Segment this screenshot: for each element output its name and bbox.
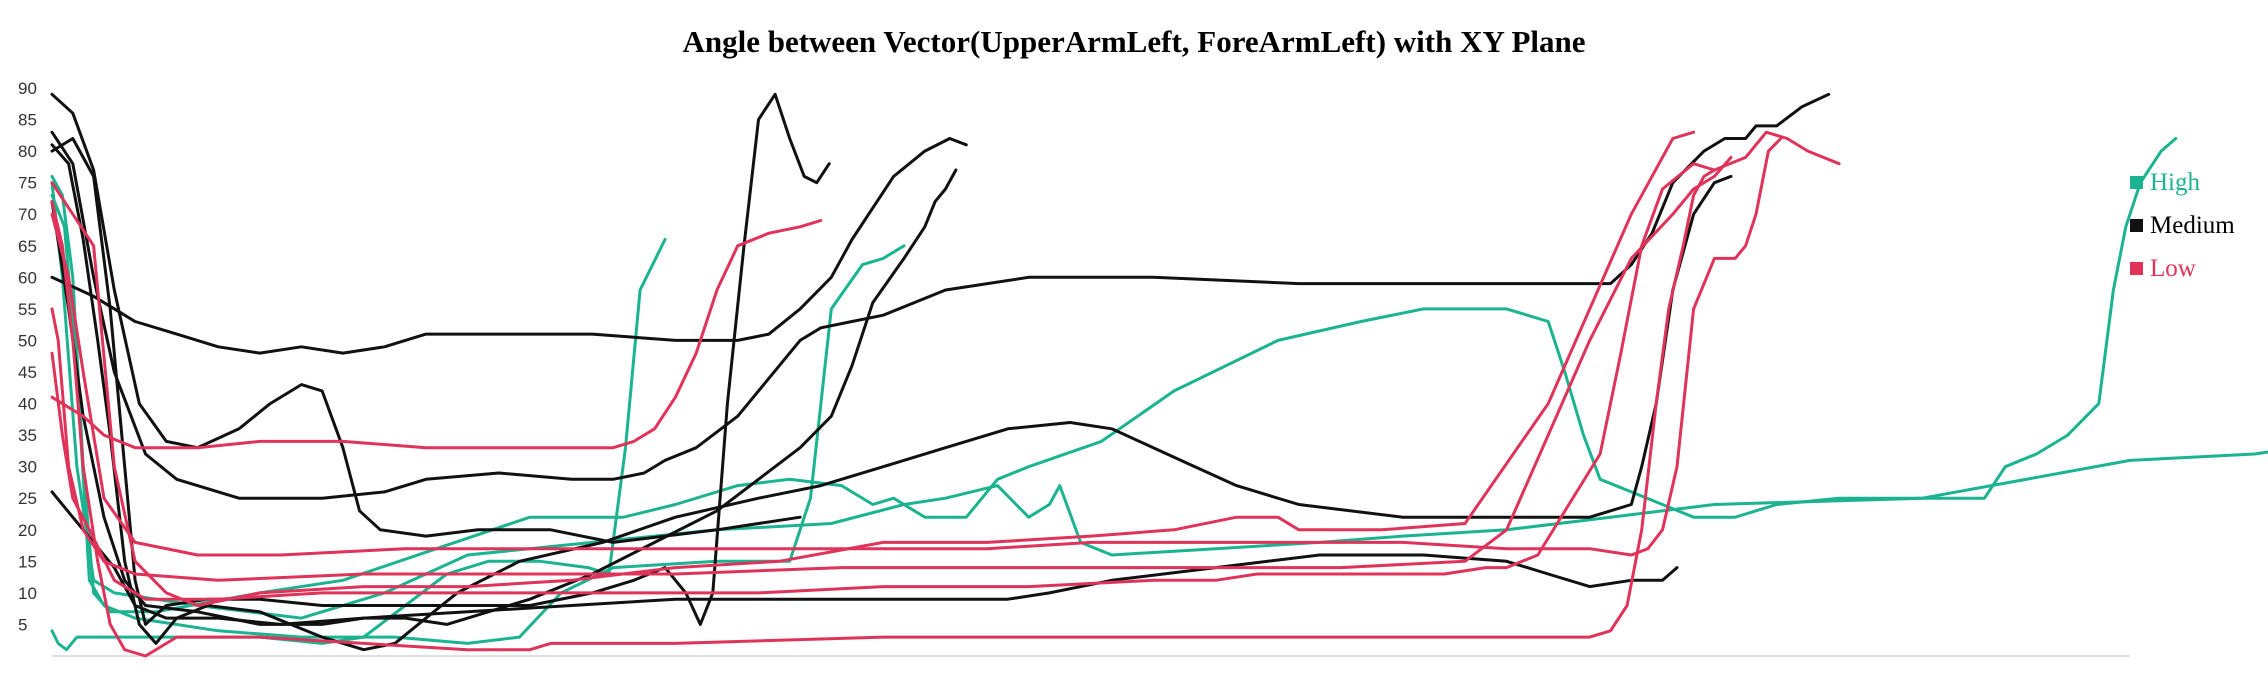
y-tick-label: 65 [18,237,37,256]
y-tick-label: 80 [18,142,37,161]
y-tick-label: 30 [18,458,37,477]
y-tick-label: 15 [18,552,37,571]
y-tick-label: 10 [18,584,37,603]
y-tick-label: 45 [18,363,37,382]
y-tick-label: 25 [18,489,37,508]
legend-swatch-low [2130,262,2143,275]
series-line-medium-5 [50,92,802,544]
series-line-medium-8 [50,143,1733,652]
series-line-low-14 [50,137,1783,557]
legend-swatch-medium [2130,219,2143,232]
chart-title: Angle between Vector(UpperArmLeft, ForeA… [682,24,1585,59]
series-line-high-2 [50,137,2178,614]
y-axis: 5 10 15 20 25 30 35 40 45 50 55 60 65 70 75 80 85 90 [18,79,2130,657]
legend-label-low: Low [2150,255,2196,282]
series-line-high-3 [50,181,2268,620]
legend-label-medium: Medium [2150,212,2235,239]
y-tick-label: 60 [18,268,37,287]
legend-swatch-high [2130,176,2143,189]
y-tick-label: 5 [18,615,27,634]
series-line-medium-7 [50,92,831,626]
legend-label-high: High [2150,169,2201,196]
series-line-medium-6 [50,92,1831,500]
y-tick-label: 70 [18,205,37,224]
legend: High Medium Low [2130,169,2235,282]
y-tick-label: 35 [18,426,37,445]
y-tick-label: 85 [18,111,37,130]
series-line-low-12 [50,219,823,450]
y-tick-label: 50 [18,331,37,350]
plot-area [50,92,2268,658]
y-tick-label: 75 [18,174,37,193]
y-tick-label: 40 [18,395,37,414]
series-line-low-16 [50,168,1716,658]
series-line-low-17 [50,130,1841,601]
series-line-low-13 [50,130,1696,607]
y-tick-label: 55 [18,300,37,319]
y-tick-label: 20 [18,521,37,540]
y-tick-label: 90 [18,79,37,98]
series-line-medium-9 [50,490,1679,626]
series-line-medium-10 [50,137,968,355]
series-line-medium-11 [50,168,958,626]
series-line-high-4 [50,193,906,645]
